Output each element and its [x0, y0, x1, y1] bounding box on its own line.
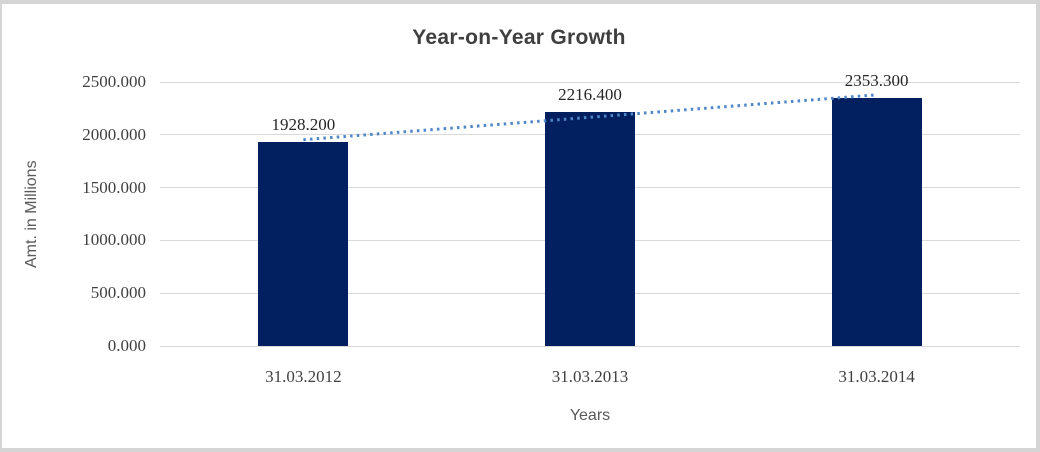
x-axis-title: Years — [569, 407, 611, 424]
x-category-label: 31.03.2013 — [551, 367, 629, 386]
y-tick-label: 1000.000 — [82, 230, 146, 250]
y-tick-label: 2500.000 — [82, 72, 146, 91]
x-category-label: 31.03.2014 — [838, 367, 915, 386]
bar — [545, 111, 635, 346]
plot-area: 1928.200 2216.400 2353.300 — [160, 71, 1020, 347]
gridline — [160, 81, 1020, 83]
y-tick-label: 500.000 — [90, 283, 146, 303]
bar-data-label: 2216.400 — [558, 84, 622, 104]
bar — [831, 97, 922, 346]
y-tick-label: 1500.000 — [82, 177, 146, 197]
chart-title: Year-on-Year Growth — [412, 26, 626, 49]
bar-data-label: 2353.300 — [844, 70, 909, 90]
x-category-label: 31.03.2012 — [265, 367, 342, 386]
y-axis-title: Amt. in Millions — [23, 160, 40, 268]
bar — [258, 142, 349, 346]
y-tick-label: 0.000 — [107, 336, 146, 355]
bar-data-label: 1928.200 — [271, 115, 336, 135]
gridline — [160, 345, 1020, 347]
y-tick-label: 2000.000 — [82, 124, 146, 144]
